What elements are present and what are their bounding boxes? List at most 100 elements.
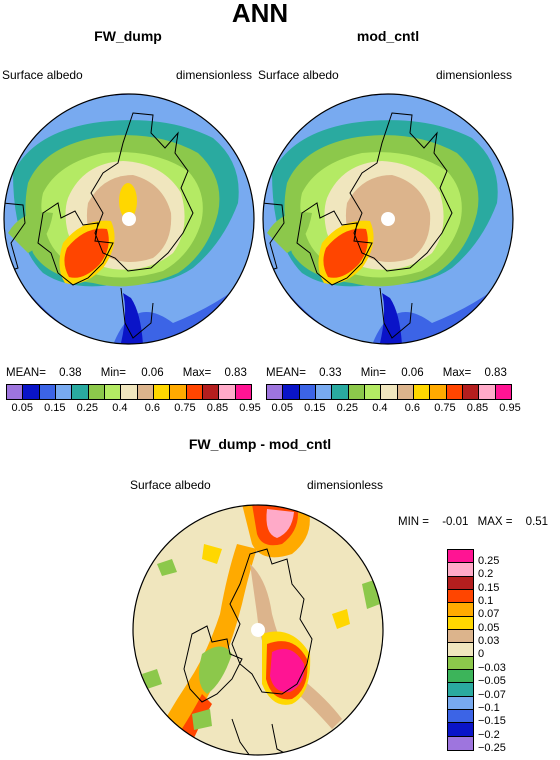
panel-2-max-label: Max= [442,367,472,379]
panel-1-colorbar-tick-label: 0.05 [11,402,33,414]
panel-1-colorbar-tick-label: 0.75 [174,402,196,414]
panel-2-max-value: 0.83 [484,367,507,379]
diff-colorbar-tick-label: 0.25 [478,555,500,567]
diff-colorbar-swatch [448,736,473,751]
diff-colorbar-swatch [448,550,473,564]
panel-2-colorbar-swatch [430,385,447,399]
panel-2-colorbar-swatch [495,385,511,399]
panel-1-colorbar-swatch [23,385,40,399]
diff-max-label: MAX = [477,516,513,528]
panel-2-colorbar-tick-label: 0.4 [372,402,388,414]
panel-1-max-value: 0.83 [224,367,247,379]
diff-colorbar-tick-label: 0 [478,648,485,661]
panel-1-mean-label: MEAN= [6,367,46,379]
panel-1-colorbar-swatch [7,385,24,399]
panel-1-colorbar-swatch [55,385,73,399]
panel-1-colorbar-tick-label: 0.85 [206,402,229,414]
panel-2-title: mod_cntl [356,28,420,44]
diff-panel-stats: MIN = -0.01 MAX = 0.51 [398,516,548,528]
panel-2-colorbar-swatch [315,385,333,399]
panel-1-colorbar-swatch [137,385,154,399]
diff-colorbar-swatch [448,616,473,631]
diff-min-value: -0.01 [442,516,469,528]
panel-1-colorbar-tick-label: 0.15 [44,402,66,414]
diff-colorbar-swatch [448,710,473,724]
panel-1-colorbar [6,384,252,400]
diff-colorbar-tick-label: −0.07 [478,688,506,701]
panel-2-colorbar-swatch [348,385,365,399]
diff-colorbar-tick-label: −0.03 [478,661,506,674]
panel-2-polar-map [262,93,514,345]
diff-colorbar-swatch [448,683,473,697]
diff-colorbar-swatch [448,656,473,671]
panel-2-colorbar-swatch [462,385,480,399]
diff-panel-title: FW_dump - mod_cntl [188,436,332,452]
diff-colorbar-tick-label: −0.25 [478,741,506,754]
diff-panel-polar-map [132,504,384,756]
panel-1-colorbar-swatch [104,385,122,399]
diff-colorbar-swatch [448,643,473,657]
panel-1-colorbar-swatch [235,385,251,399]
diff-colorbar-swatch [448,723,473,737]
figure-title: ANN [231,0,289,28]
panel-1-max-label: Max= [182,367,212,379]
panel-2-units-label: dimensionless [436,68,513,82]
panel-1-min-value: 0.06 [141,367,164,379]
panel-1-units-label: dimensionless [176,68,253,82]
diff-colorbar-swatch [448,576,473,591]
diff-colorbar-swatch [448,590,473,604]
panel-2-stats: MEAN= 0.33 Min= 0.06 Max= 0.83 [266,367,507,379]
panel-2-colorbar-swatch [267,385,284,399]
panel-1-colorbar-swatch [121,385,138,399]
panel-2-colorbar-swatch [446,385,463,399]
diff-colorbar-tick-label: 0.07 [478,608,500,621]
panel-2-colorbar [266,384,512,400]
panel-1-colorbar-tick-label: 0.25 [76,402,99,414]
panel-2-colorbar-swatch [479,385,496,399]
diff-colorbar-tick-label: 0.05 [478,621,500,634]
diff-colorbar-swatch [448,603,473,617]
diff-colorbar-tick-label: −0.05 [478,675,506,688]
diff-colorbar-tick-label: −0.15 [478,715,506,728]
diff-colorbar-tick-label: −0.1 [478,701,500,714]
panel-1-colorbar-swatch [153,385,171,399]
panel-1-polar-map [3,93,255,345]
diff-colorbar-tick-label: −0.2 [478,728,500,741]
diff-max-value: 0.51 [525,516,549,528]
panel-1-stats: MEAN= 0.38 Min= 0.06 Max= 0.83 [6,367,247,379]
panel-1-colorbar-tick-label: 0.4 [112,402,128,414]
diff-colorbar-tick-label: 0.1 [478,595,494,608]
panel-1-mean-value: 0.38 [59,367,82,379]
diff-colorbar-tick-label: 0.03 [478,635,500,648]
panel-2-colorbar-swatch [381,385,398,399]
diff-colorbar-tick-label: 0.15 [478,581,500,594]
diff-colorbar-tick-label: 0.2 [478,568,494,581]
diff-colorbar-swatch [448,563,473,577]
diff-panel-units-label: dimensionless [307,478,384,492]
panel-1-min-label: Min= [100,367,126,379]
diff-min-label: MIN = [398,516,429,528]
panel-2-min-label: Min= [360,367,386,379]
panel-1-colorbar-swatch [170,385,187,399]
panel-2-colorbar-tick-label: 0.6 [404,402,421,414]
panel-2-colorbar-swatch [364,385,382,399]
panel-1-colorbar-swatch [39,385,56,399]
panel-2-colorbar-tick-label: 0.05 [271,402,293,414]
panel-1-colorbar-swatch [186,385,203,399]
diff-panel-colorbar [447,549,474,752]
panel-2-colorbar-tick-label: 0.85 [466,402,489,414]
panel-2-colorbar-tick-label: 0.95 [499,402,521,414]
diff-colorbar-swatch [448,670,473,684]
diff-panel-variable-label: Surface albedo [130,478,211,492]
panel-1-colorbar-swatch [219,385,236,399]
panel-2-colorbar-tick-label: 0.25 [336,402,359,414]
panel-2-colorbar-swatch [299,385,316,399]
panel-2-colorbar-swatch [283,385,300,399]
diff-colorbar-swatch [448,696,473,711]
panel-1-colorbar-swatch [202,385,220,399]
panel-2-colorbar-swatch [397,385,414,399]
panel-2-variable-label: Surface albedo [258,68,339,82]
panel-2-min-value: 0.06 [401,367,424,379]
panel-2-colorbar-tick-label: 0.15 [304,402,326,414]
panel-2-mean-label: MEAN= [266,367,306,379]
